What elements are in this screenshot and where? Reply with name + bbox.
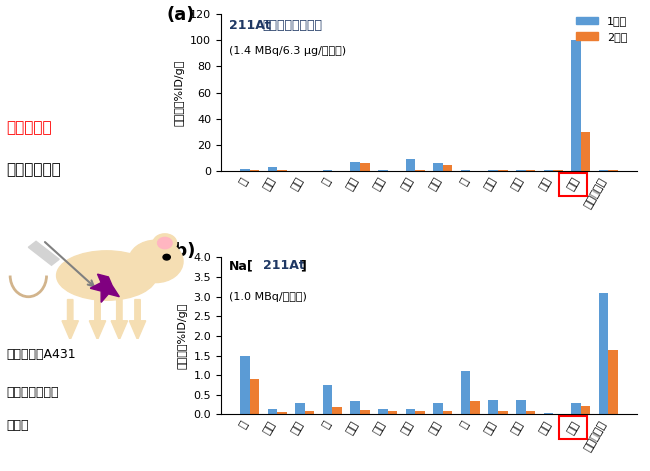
Polygon shape [90, 274, 120, 302]
Bar [277, 412, 287, 414]
Bar [443, 411, 452, 414]
Bar [433, 403, 443, 414]
Text: 211At: 211At [229, 19, 271, 32]
Bar [29, 241, 59, 265]
FancyArrow shape [62, 300, 79, 340]
Y-axis label: 集積率（%ID/g）: 集積率（%ID/g） [178, 303, 188, 369]
Bar [406, 159, 415, 171]
Bar [471, 401, 480, 414]
Bar [350, 401, 360, 414]
Text: 細胞を移植した: 細胞を移植した [6, 386, 59, 398]
Bar [488, 399, 498, 414]
Bar [443, 164, 452, 171]
Circle shape [163, 254, 170, 260]
FancyArrow shape [129, 300, 146, 340]
Bar [387, 411, 397, 414]
Bar [277, 170, 287, 171]
Bar [581, 132, 590, 171]
Bar [268, 167, 277, 171]
Bar [250, 379, 259, 414]
Bar [526, 411, 536, 414]
Legend: 1日後, 2日後: 1日後, 2日後 [571, 12, 631, 46]
Bar [415, 411, 425, 414]
Text: ]: ] [300, 259, 306, 272]
Bar [378, 409, 387, 414]
Bar [581, 406, 590, 414]
Text: (1.0 MBq/マウス): (1.0 MBq/マウス) [229, 292, 307, 302]
Ellipse shape [57, 251, 157, 300]
Bar [305, 411, 315, 414]
FancyArrow shape [111, 300, 127, 340]
Text: (1.4 MBq/6.3 μg/マウス): (1.4 MBq/6.3 μg/マウス) [229, 46, 346, 56]
Bar [322, 385, 332, 414]
Bar [332, 406, 342, 414]
Bar [543, 413, 553, 414]
FancyArrow shape [89, 300, 106, 340]
Text: マウス: マウス [6, 419, 29, 431]
Bar [461, 371, 471, 414]
Bar [516, 170, 526, 171]
Circle shape [129, 240, 183, 283]
Bar [433, 162, 443, 171]
Text: (b): (b) [167, 242, 196, 260]
Text: により、投与: により、投与 [6, 162, 61, 177]
Bar [350, 162, 360, 171]
Bar [360, 163, 370, 171]
Bar [360, 410, 370, 414]
Text: (a): (a) [167, 6, 196, 24]
Bar [322, 170, 332, 171]
Circle shape [157, 237, 172, 249]
Text: ヒト表皮癌A431: ヒト表皮癌A431 [6, 348, 76, 361]
Bar [240, 169, 250, 171]
Bar [498, 411, 508, 414]
Bar [571, 41, 581, 171]
Bar [599, 293, 608, 414]
Bar [240, 356, 250, 414]
Text: 腫瘍内注射: 腫瘍内注射 [6, 120, 52, 135]
Text: 標識トラツズマブ: 標識トラツズマブ [263, 19, 322, 32]
Bar [295, 403, 305, 414]
Y-axis label: 集積率（%ID/g）: 集積率（%ID/g） [175, 59, 185, 126]
Bar [543, 170, 553, 171]
Bar [599, 170, 608, 171]
Text: 211At: 211At [263, 259, 304, 272]
Text: Na[: Na[ [229, 259, 254, 272]
Bar [268, 409, 277, 414]
Bar [608, 350, 618, 414]
Bar [488, 170, 498, 171]
Bar [571, 403, 581, 414]
Bar [406, 409, 415, 414]
Bar [516, 399, 526, 414]
Circle shape [153, 234, 177, 252]
